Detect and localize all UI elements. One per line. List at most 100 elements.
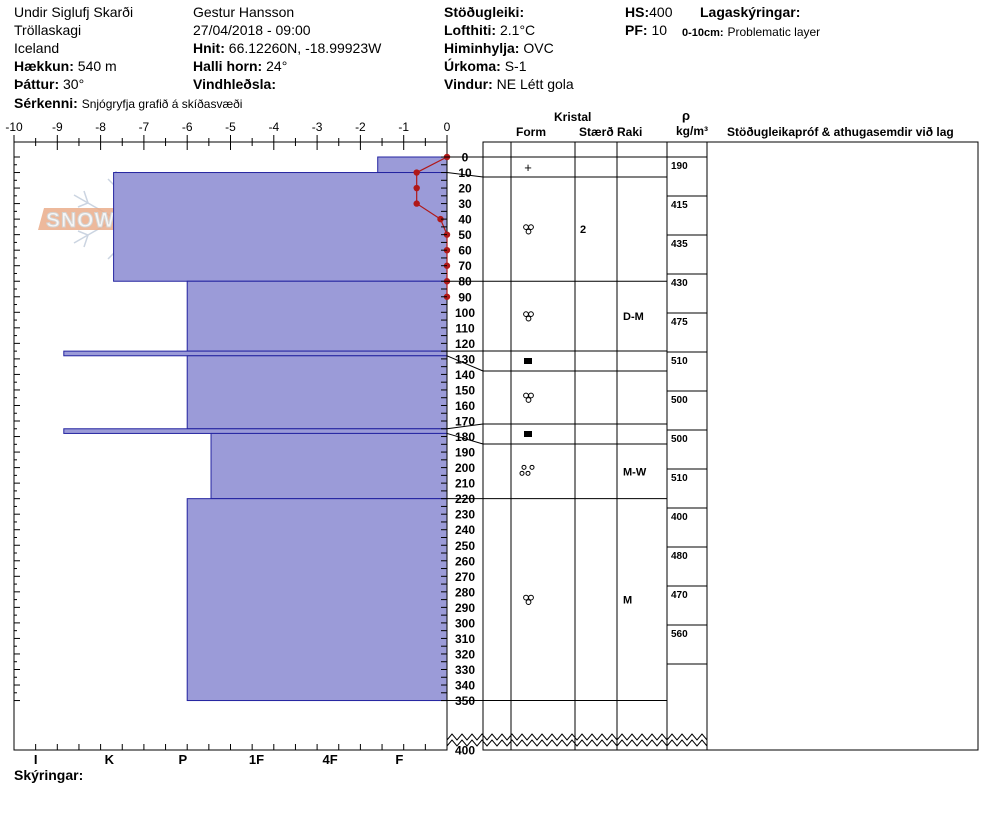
- depth-label: 300: [455, 616, 475, 630]
- layer-connector: [446, 355, 484, 372]
- hardness-label: 4F: [323, 752, 338, 767]
- precip-particle-symbol: +: [524, 160, 532, 175]
- density-value: 500: [671, 434, 688, 445]
- depth-axis: 0102030405060708090100110120130140150160…: [14, 151, 475, 758]
- hardness-layer-bar: [63, 428, 448, 434]
- temp-tick-label: -7: [139, 120, 150, 134]
- density-value: 190: [671, 161, 688, 172]
- depth-label: 240: [455, 523, 475, 537]
- form-header: Form: [516, 125, 546, 139]
- temp-tick-label: -10: [5, 120, 23, 134]
- temperature-point: [413, 184, 420, 192]
- depth-label: 40: [458, 213, 472, 227]
- temp-tick-label: -3: [312, 120, 323, 134]
- depth-label: 250: [455, 539, 475, 553]
- depth-label: 10: [458, 166, 472, 180]
- rounded-grain-symbol: [523, 224, 534, 235]
- melt-crust-symbol: [524, 431, 532, 437]
- depth-label: 140: [455, 368, 475, 382]
- depth-label: 90: [458, 290, 472, 304]
- grain-circle: [525, 228, 532, 235]
- depth-label: 30: [458, 197, 472, 211]
- grain-circle: [519, 470, 525, 476]
- hardness-label: K: [105, 752, 115, 767]
- density-unit: kg/m³: [676, 124, 708, 138]
- datetime: 27/04/2018 - 09:00: [193, 22, 311, 38]
- snow-height: HS:400: [625, 4, 673, 20]
- density-value: 435: [671, 239, 688, 250]
- temp-tick-label: -9: [52, 120, 63, 134]
- hardness-layers: [63, 156, 448, 702]
- grain-circle: [529, 464, 535, 470]
- special-features: Sérkenni: Snjógryfja grafið á skíðasvæði: [14, 95, 243, 111]
- hardness-label: I: [34, 752, 38, 767]
- moisture-value: M-W: [623, 466, 647, 478]
- temperature-point: [413, 200, 420, 207]
- temperature-point: [437, 215, 444, 223]
- coordinates: Hnit: 66.12260N, -18.99923W: [193, 40, 382, 56]
- density-value: 480: [671, 551, 688, 562]
- hardness-label: F: [395, 752, 403, 767]
- depth-label: 150: [455, 383, 475, 397]
- hardness-layer-bar: [113, 172, 448, 282]
- density-value: 510: [671, 473, 688, 484]
- density-value: 400: [671, 512, 688, 523]
- depth-label: 270: [455, 570, 475, 584]
- temperature-point: [413, 169, 420, 176]
- depth-label: 210: [455, 477, 475, 491]
- grain-circle: [525, 470, 531, 476]
- grain-circle: [523, 224, 529, 231]
- temp-tick-label: -5: [225, 120, 236, 134]
- region: Tröllaskagi: [14, 22, 82, 38]
- axis-break-bottom: [446, 739, 708, 747]
- layer-connector: [446, 423, 484, 430]
- legend-label: Skýringar:: [14, 767, 84, 783]
- moisture-value: D-M: [623, 311, 644, 323]
- layer-connector: [446, 432, 484, 445]
- grain-circle: [528, 224, 534, 231]
- depth-label: 320: [455, 647, 475, 661]
- hardness-layer-bar: [186, 355, 448, 430]
- country: Iceland: [14, 40, 60, 56]
- depth-label: 50: [458, 228, 472, 242]
- wind-loading: Vindhleðsla:: [193, 76, 276, 92]
- density-value: 500: [671, 395, 688, 406]
- depth-label: 260: [455, 554, 475, 568]
- slope-angle: Halli horn: 24°: [193, 58, 288, 74]
- aspect: Þáttur: 30°: [14, 76, 85, 92]
- depth-label: 160: [455, 399, 475, 413]
- hardness-layer-bar: [186, 498, 448, 702]
- melt-crust-symbol: [524, 358, 532, 364]
- grain-circle: [525, 599, 532, 606]
- hardness-layer-bar: [63, 350, 448, 357]
- moisture-value: M: [623, 595, 632, 607]
- temp-tick-label: -1: [398, 120, 409, 134]
- layer-connector: [446, 172, 484, 178]
- temp-tick-label: -4: [268, 120, 279, 134]
- depth-label: 330: [455, 663, 475, 677]
- density-symbol: ρ: [682, 108, 690, 123]
- grain-circle: [528, 594, 534, 601]
- hardness-layer-bar: [377, 156, 448, 174]
- depth-label: 110: [455, 321, 475, 335]
- grain-circle: [528, 311, 534, 318]
- depth-label: 170: [455, 415, 475, 429]
- grain-circle: [525, 397, 532, 403]
- temperature-tick-labels: -10 -9 -8 -7 -6 -5 -4 -3 -2 -1 0: [5, 120, 450, 134]
- observer: Gestur Hansson: [193, 4, 295, 20]
- stability: Stöðugleiki:: [444, 4, 525, 20]
- depth-label: 340: [455, 679, 475, 693]
- hardness-label: 1F: [249, 752, 264, 767]
- air-temperature: Lofthiti: 2.1°C: [444, 22, 536, 38]
- table-frame: [482, 141, 979, 751]
- location: Undir Siglufj Skarði: [14, 4, 134, 20]
- hardness-axis: I K P 1F 4F F: [13, 744, 448, 767]
- hardness-layer-bar: [210, 432, 448, 500]
- size-header: Stærð: [579, 125, 614, 139]
- wind: Vindur: NE Létt gola: [444, 76, 574, 92]
- grain-circle: [528, 392, 534, 399]
- depth-label: 230: [455, 508, 475, 522]
- grain-circle: [525, 315, 532, 322]
- density-value: 415: [671, 200, 688, 211]
- depth-label: 60: [458, 244, 472, 258]
